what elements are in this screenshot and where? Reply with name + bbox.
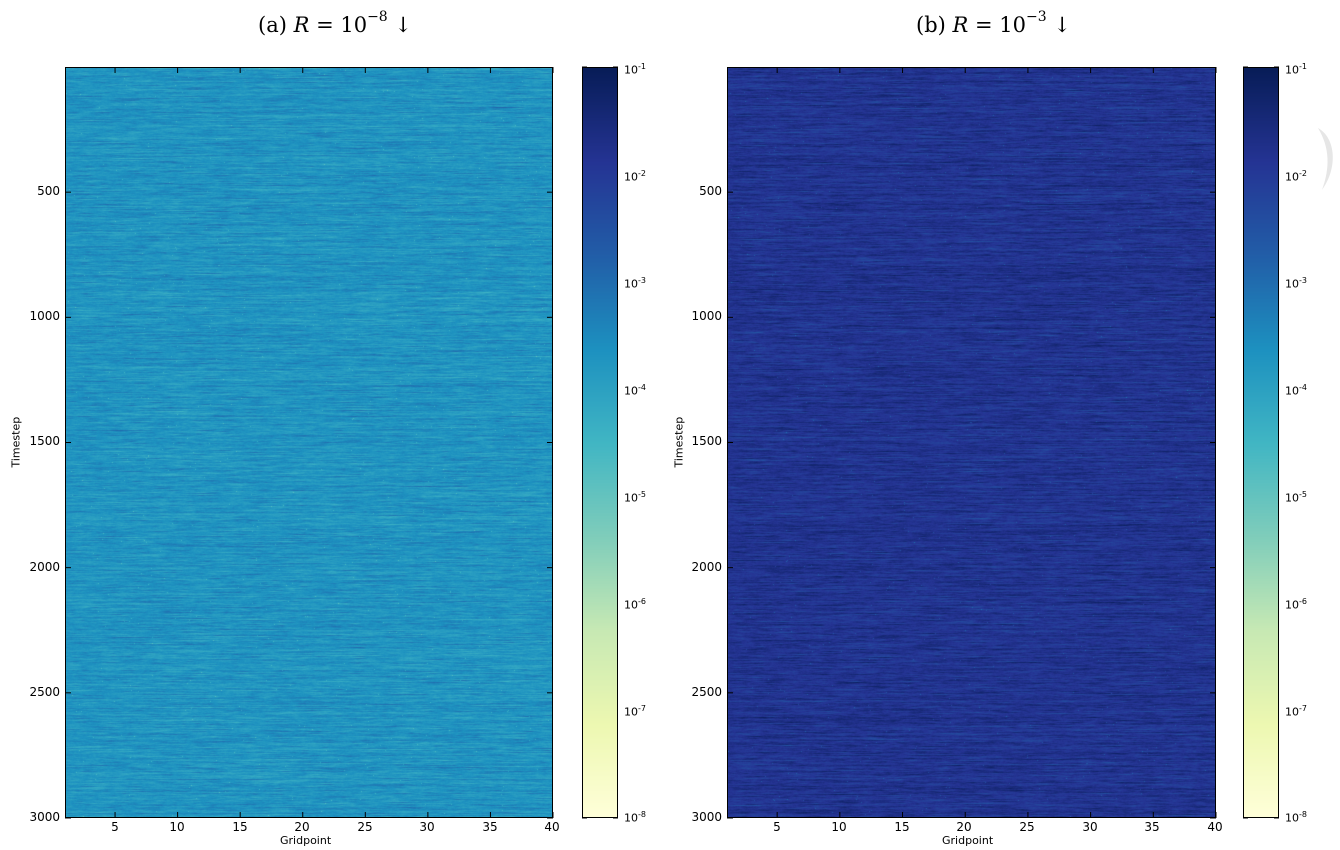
heatmap-a xyxy=(65,67,553,818)
x-axis-title-b: Gridpoint xyxy=(942,834,994,847)
y-tick-b-3000: 3000 xyxy=(691,810,722,824)
panel-a-title-mid: = 10 xyxy=(309,13,368,37)
panel-a-title-suffix: ↓ xyxy=(387,13,412,37)
x-tick-b-25: 25 xyxy=(1019,820,1035,834)
colorbar-a-label-1e-5: 10-5 xyxy=(624,490,646,505)
panel-b-title-var: R xyxy=(952,13,969,37)
colorbar-a-label-1e-2: 10-2 xyxy=(624,169,646,184)
heatmap-b xyxy=(727,67,1216,818)
heatmap-a-canvas xyxy=(66,68,552,817)
panel-a: (a) R = 10−8 ↓ 500 1000 1500 2000 2500 3… xyxy=(9,9,646,847)
colorbar-b-label-1e-3: 10-3 xyxy=(1285,276,1307,291)
panel-b-title-suffix: ↓ xyxy=(1046,13,1071,37)
x-tick-b-20: 20 xyxy=(956,820,972,834)
colorbar-a-label-1e-4: 10-4 xyxy=(624,383,646,398)
y-tick-a-3000: 3000 xyxy=(29,810,60,824)
y-tick-a-1500: 1500 xyxy=(29,434,60,448)
colorbar-b-label-1e-8: 10-8 xyxy=(1285,810,1307,825)
colorbar-a-label-1e-7: 10-7 xyxy=(624,704,646,719)
colorbar-b-label-1e-1: 10-1 xyxy=(1285,62,1307,77)
colorbar-b-label-1e-2: 10-2 xyxy=(1285,169,1307,184)
y-tick-a-1000: 1000 xyxy=(29,309,60,323)
panel-a-title-exp: −8 xyxy=(367,9,388,25)
x-tick-b-5: 5 xyxy=(773,820,781,834)
x-tick-b-30: 30 xyxy=(1082,820,1098,834)
colorbar-b-label-1e-4: 10-4 xyxy=(1285,383,1307,398)
panel-b-title-prefix: (b) xyxy=(916,13,953,37)
x-tick-a-10: 10 xyxy=(169,820,185,834)
y-axis-title-a: Timestep xyxy=(9,416,23,468)
colorbar-a-label-1e-6: 10-6 xyxy=(624,597,646,612)
colorbar-a-label-1e-3: 10-3 xyxy=(624,276,646,291)
colorbar-b-gradient xyxy=(1244,68,1278,817)
x-tick-a-15: 15 xyxy=(232,820,248,834)
y-tick-b-500: 500 xyxy=(699,184,722,198)
x-axis-title-a: Gridpoint xyxy=(280,834,332,847)
panel-b-title-exp: −3 xyxy=(1026,9,1047,25)
panel-b-title-mid: = 10 xyxy=(968,13,1026,37)
colorbar-b-label-1e-6: 10-6 xyxy=(1285,597,1307,612)
panel-b-title: (b) R = 10−3 ↓ xyxy=(916,9,1071,37)
panel-a-title: (a) R = 10−8 ↓ xyxy=(258,9,412,37)
y-tick-b-1500: 1500 xyxy=(691,434,722,448)
colorbar-a xyxy=(582,67,618,818)
x-tick-a-40: 40 xyxy=(544,820,560,834)
x-tick-b-10: 10 xyxy=(831,820,847,834)
x-tick-a-35: 35 xyxy=(482,820,498,834)
x-tick-a-30: 30 xyxy=(419,820,435,834)
colorbar-b-label-1e-7: 10-7 xyxy=(1285,704,1307,719)
y-tick-a-2000: 2000 xyxy=(29,560,60,574)
colorbar-a-label-1e-8: 10-8 xyxy=(624,810,646,825)
heatmap-b-canvas xyxy=(728,68,1215,817)
y-tick-a-2500: 2500 xyxy=(29,685,60,699)
panel-a-title-prefix: (a) xyxy=(258,13,294,37)
page-curl-decoration xyxy=(1318,128,1333,190)
x-tick-b-15: 15 xyxy=(894,820,910,834)
y-tick-a-500: 500 xyxy=(37,184,60,198)
colorbar-b-label-1e-5: 10-5 xyxy=(1285,490,1307,505)
y-tick-b-2000: 2000 xyxy=(691,560,722,574)
x-tick-a-5: 5 xyxy=(111,820,119,834)
colorbar-b xyxy=(1243,67,1279,818)
colorbar-a-gradient xyxy=(583,68,617,817)
panel-a-title-var: R xyxy=(293,13,310,37)
x-tick-b-40: 40 xyxy=(1207,820,1223,834)
panel-b: (b) R = 10−3 ↓ 500 1000 1500 2000 2500 3… xyxy=(661,0,1340,850)
x-tick-a-25: 25 xyxy=(357,820,373,834)
y-tick-b-1000: 1000 xyxy=(691,309,722,323)
y-tick-b-2500: 2500 xyxy=(691,685,722,699)
colorbar-a-label-1e-1: 10-1 xyxy=(624,62,646,77)
y-axis-title-b: Timestep xyxy=(672,416,686,468)
x-tick-a-20: 20 xyxy=(294,820,310,834)
x-tick-b-35: 35 xyxy=(1144,820,1160,834)
